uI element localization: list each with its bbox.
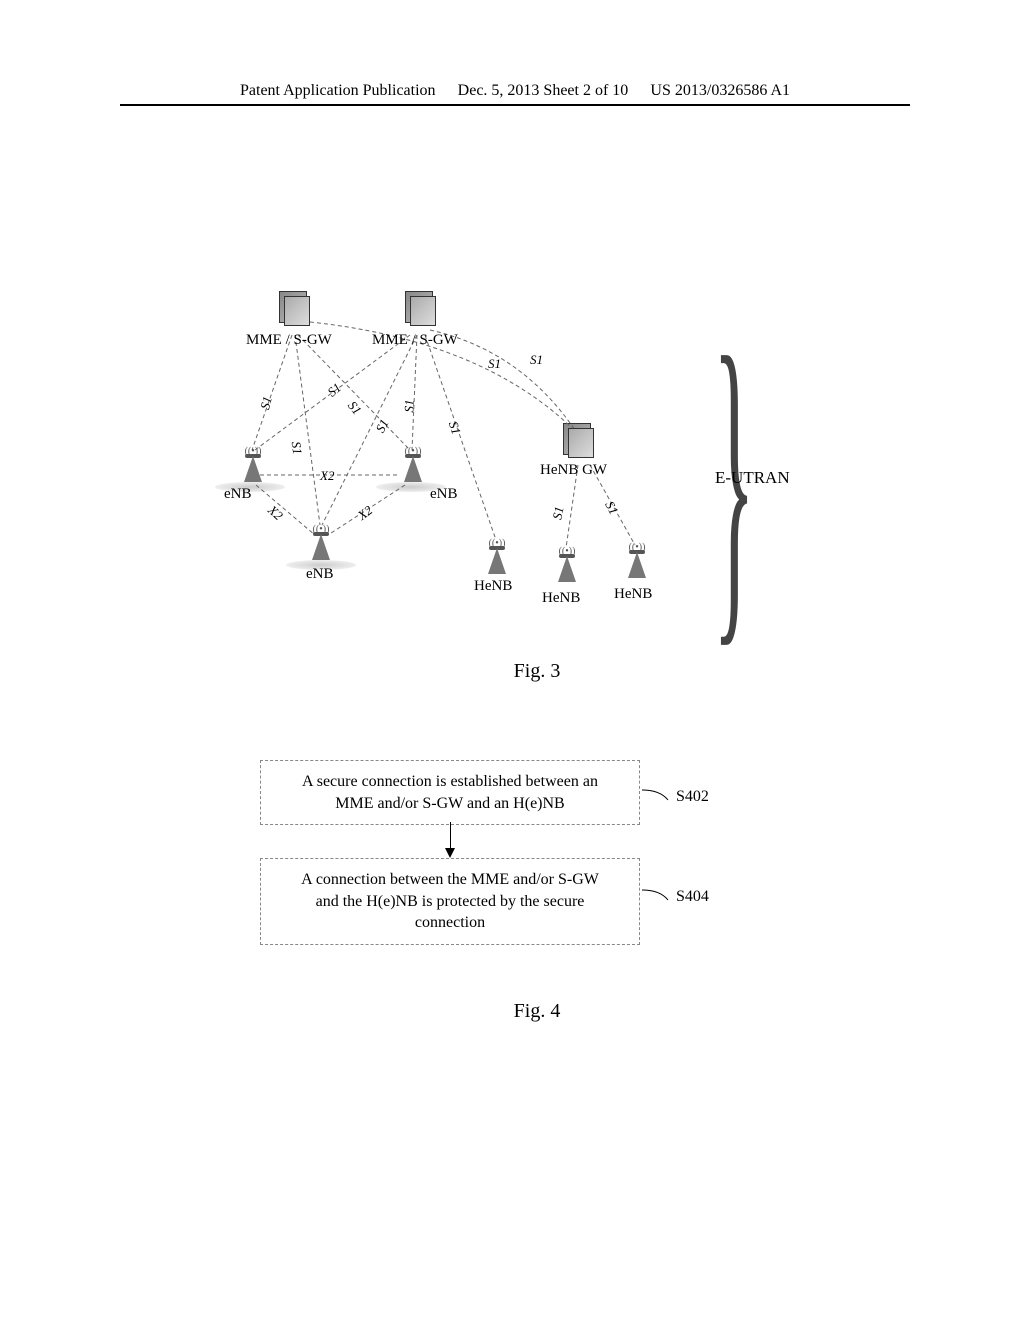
figure-4-caption: Fig. 4 xyxy=(50,1000,1024,1023)
figure-3-caption: Fig. 3 xyxy=(50,660,1024,683)
edge-label: X2 xyxy=(320,468,334,484)
node-enb2-label: eNB xyxy=(430,486,458,503)
step-ref-2: S404 xyxy=(676,888,709,906)
edge-label: S1 xyxy=(549,505,567,521)
edge-label: S1 xyxy=(288,440,306,455)
header-right: US 2013/0326586 A1 xyxy=(650,82,790,100)
node-mme2-label: MME / S-GW xyxy=(372,332,458,349)
server-icon xyxy=(410,296,436,326)
henb-icon: ((•)) xyxy=(626,544,648,578)
figure-4: A secure connection is established betwe… xyxy=(250,760,790,980)
node-henb1-label: HeNB xyxy=(474,578,512,595)
edge-label: S1 xyxy=(530,352,543,368)
node-mme1-label: MME / S-GW xyxy=(246,332,332,349)
enb-icon: ((•)) xyxy=(242,448,264,482)
node-henbgw-label: HeNB GW xyxy=(540,462,607,479)
node-enb3-label: eNB xyxy=(306,566,334,583)
enb-icon: ((•)) xyxy=(310,526,332,560)
page-header: Patent Application Publication Dec. 5, 2… xyxy=(120,82,910,106)
enb-icon: ((•)) xyxy=(402,448,424,482)
node-enb1-label: eNB xyxy=(224,486,252,503)
header-middle: Dec. 5, 2013 Sheet 2 of 10 xyxy=(458,82,629,100)
edge-label: S1 xyxy=(488,356,501,372)
edge-label: S1 xyxy=(401,399,417,413)
node-henb2-label: HeNB xyxy=(542,590,580,607)
figure-3: MME / S-GW MME / S-GW HeNB GW ((•)) eNB … xyxy=(220,290,810,640)
henb-icon: ((•)) xyxy=(486,540,508,574)
node-henb3-label: HeNB xyxy=(614,586,652,603)
header-left: Patent Application Publication xyxy=(240,82,436,100)
server-icon xyxy=(568,428,594,458)
step-ref-1: S402 xyxy=(676,788,709,806)
region-label: E-UTRAN xyxy=(715,468,790,488)
henb-icon: ((•)) xyxy=(556,548,578,582)
server-icon xyxy=(284,296,310,326)
fig4-leaders xyxy=(250,760,790,980)
